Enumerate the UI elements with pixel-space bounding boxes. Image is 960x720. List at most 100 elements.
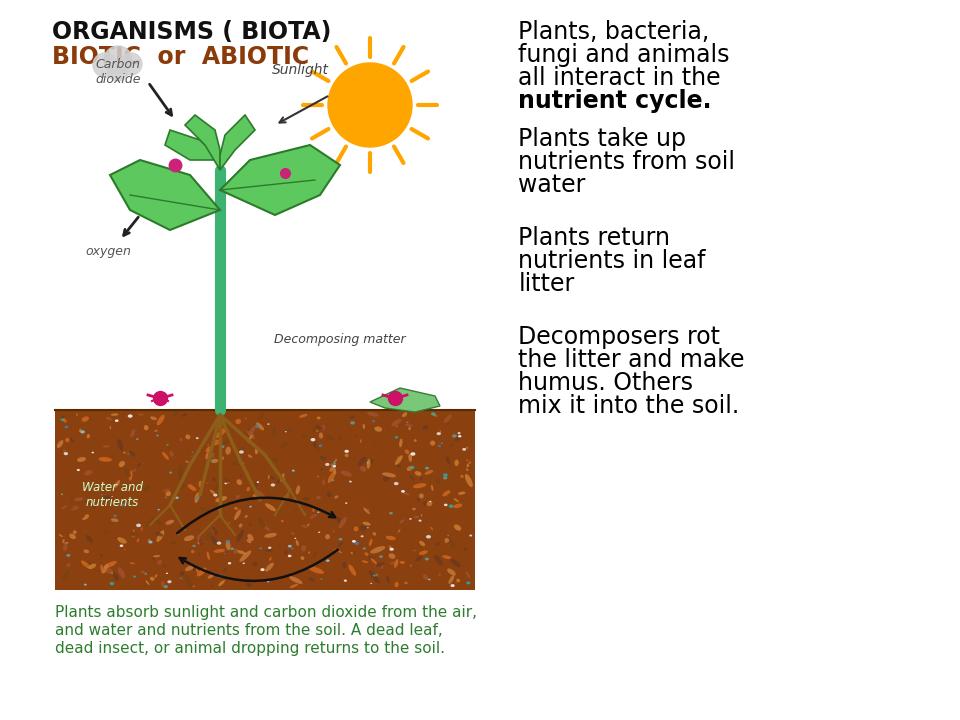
Ellipse shape	[465, 474, 473, 487]
Ellipse shape	[291, 548, 294, 549]
Ellipse shape	[206, 482, 208, 484]
Ellipse shape	[85, 500, 87, 502]
Ellipse shape	[420, 477, 423, 481]
Ellipse shape	[120, 544, 123, 547]
Ellipse shape	[163, 585, 168, 588]
Ellipse shape	[414, 516, 420, 518]
Ellipse shape	[345, 503, 348, 504]
Ellipse shape	[64, 542, 68, 544]
Ellipse shape	[206, 528, 215, 541]
Ellipse shape	[454, 498, 459, 502]
Ellipse shape	[350, 421, 355, 425]
Ellipse shape	[101, 494, 103, 495]
Ellipse shape	[295, 538, 297, 539]
Ellipse shape	[176, 497, 179, 499]
Ellipse shape	[349, 481, 351, 482]
Ellipse shape	[428, 475, 431, 477]
Ellipse shape	[399, 438, 402, 447]
Ellipse shape	[464, 547, 468, 551]
Ellipse shape	[113, 515, 117, 517]
Ellipse shape	[61, 505, 67, 509]
Ellipse shape	[276, 509, 281, 513]
Ellipse shape	[367, 527, 369, 528]
Ellipse shape	[214, 544, 220, 546]
Ellipse shape	[367, 509, 370, 510]
Ellipse shape	[315, 430, 319, 432]
Ellipse shape	[430, 527, 433, 531]
Ellipse shape	[124, 467, 131, 477]
Ellipse shape	[367, 462, 369, 464]
Ellipse shape	[70, 506, 79, 510]
Text: BIOTIC  or  ABIOTIC: BIOTIC or ABIOTIC	[52, 45, 309, 69]
Ellipse shape	[124, 549, 126, 552]
Ellipse shape	[352, 540, 356, 543]
Circle shape	[120, 53, 142, 75]
Ellipse shape	[363, 424, 365, 429]
Ellipse shape	[157, 509, 160, 510]
Ellipse shape	[86, 434, 90, 438]
Ellipse shape	[211, 453, 215, 458]
Ellipse shape	[177, 533, 179, 535]
Ellipse shape	[301, 545, 306, 552]
Ellipse shape	[192, 451, 193, 453]
Ellipse shape	[399, 519, 404, 523]
Ellipse shape	[423, 501, 426, 506]
Text: Carbon
dioxide: Carbon dioxide	[95, 58, 141, 86]
Ellipse shape	[191, 460, 193, 462]
Ellipse shape	[256, 423, 264, 431]
Ellipse shape	[408, 427, 411, 431]
Ellipse shape	[308, 566, 324, 574]
Ellipse shape	[325, 434, 334, 441]
Ellipse shape	[316, 496, 321, 499]
Ellipse shape	[145, 573, 147, 575]
Ellipse shape	[69, 508, 74, 509]
Ellipse shape	[178, 464, 183, 481]
Ellipse shape	[249, 435, 253, 440]
Ellipse shape	[156, 415, 165, 426]
Ellipse shape	[361, 535, 364, 537]
Ellipse shape	[454, 524, 461, 531]
Ellipse shape	[179, 484, 185, 490]
Ellipse shape	[466, 572, 470, 578]
Ellipse shape	[191, 550, 195, 553]
Ellipse shape	[162, 489, 170, 492]
Ellipse shape	[392, 419, 401, 426]
Ellipse shape	[312, 550, 317, 559]
Ellipse shape	[290, 584, 298, 588]
Ellipse shape	[399, 561, 405, 564]
Ellipse shape	[215, 496, 228, 502]
Text: dead insect, or animal dropping returns to the soil.: dead insect, or animal dropping returns …	[55, 641, 445, 656]
Polygon shape	[165, 130, 220, 160]
Ellipse shape	[307, 523, 310, 526]
Ellipse shape	[258, 523, 260, 525]
Ellipse shape	[317, 475, 319, 477]
Ellipse shape	[256, 481, 259, 483]
Ellipse shape	[280, 473, 284, 482]
Polygon shape	[370, 388, 440, 412]
Ellipse shape	[235, 495, 240, 499]
Ellipse shape	[227, 422, 228, 426]
Ellipse shape	[383, 476, 390, 482]
Ellipse shape	[226, 446, 231, 455]
Ellipse shape	[333, 465, 336, 467]
Ellipse shape	[390, 562, 397, 564]
Ellipse shape	[162, 452, 169, 460]
Ellipse shape	[396, 464, 401, 468]
Ellipse shape	[61, 415, 64, 420]
Ellipse shape	[82, 416, 89, 422]
Ellipse shape	[166, 444, 169, 446]
Ellipse shape	[467, 464, 469, 471]
Ellipse shape	[242, 462, 244, 464]
Ellipse shape	[374, 574, 378, 577]
Ellipse shape	[420, 514, 422, 517]
Ellipse shape	[254, 490, 266, 498]
Ellipse shape	[420, 541, 425, 546]
Ellipse shape	[69, 534, 76, 539]
Ellipse shape	[360, 439, 362, 443]
Ellipse shape	[444, 415, 452, 423]
Ellipse shape	[169, 472, 172, 474]
Ellipse shape	[249, 426, 255, 436]
Ellipse shape	[455, 436, 461, 441]
Ellipse shape	[205, 464, 209, 469]
Ellipse shape	[444, 542, 446, 543]
